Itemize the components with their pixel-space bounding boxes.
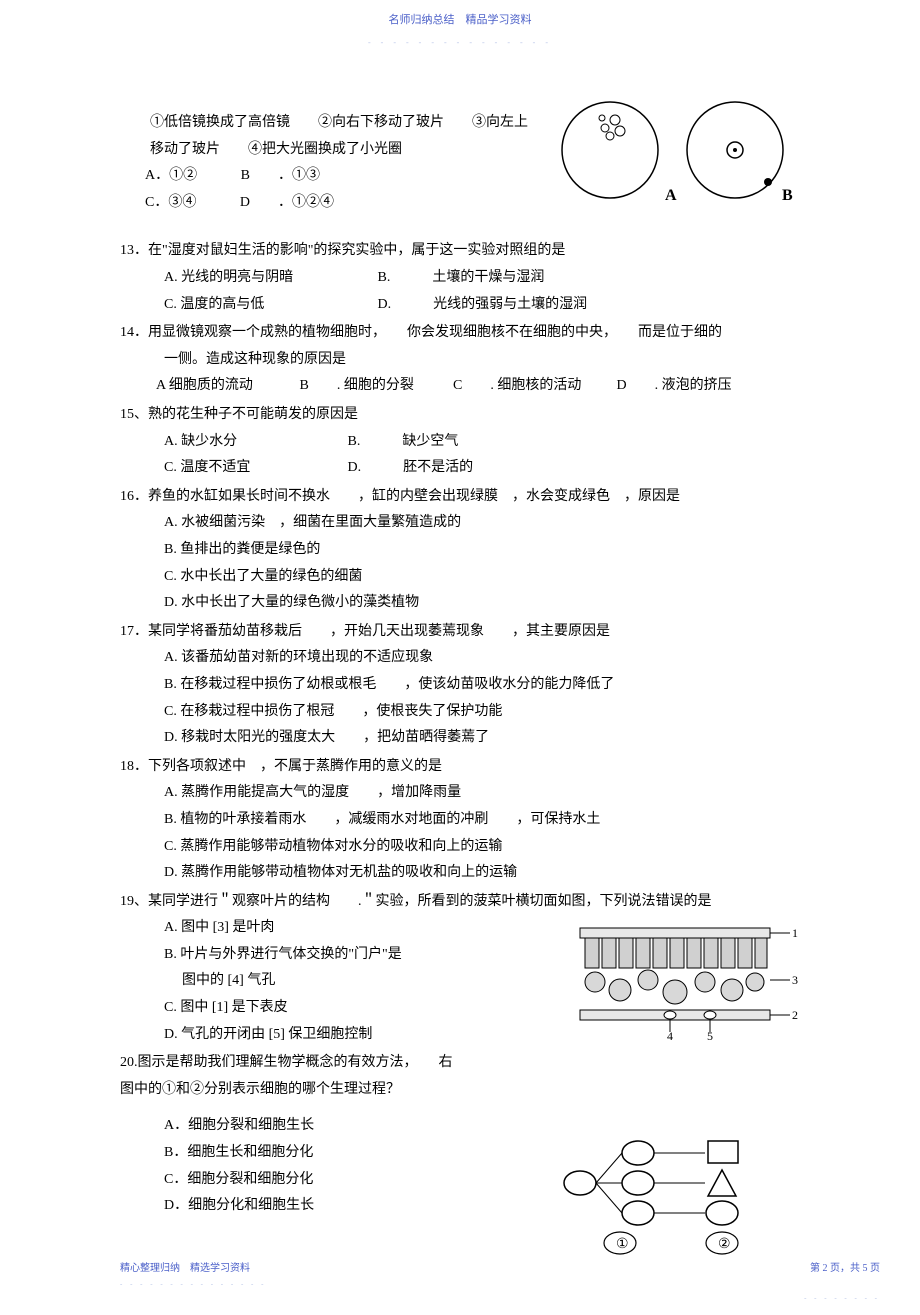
q20-stem2: 图中的①和②分别表示细胞的哪个生理过程？ xyxy=(120,1077,800,1104)
header-text: 名师归纳总结 精品学习资料 xyxy=(389,14,532,26)
q15-num: 15、 xyxy=(120,407,148,422)
q19-label-4: 4 xyxy=(667,1029,673,1040)
q15-opt-b: B. 缺少空气 xyxy=(348,434,459,449)
q16-opt-b: B. 鱼排出的粪便是绿色的 xyxy=(120,537,800,564)
footer-right-text: 第 2 页，共 5 页 xyxy=(810,1259,880,1278)
footer-left-text: 精心整理归纳 精选学习资料 xyxy=(120,1259,250,1278)
q20-label-1: ① xyxy=(616,1237,629,1252)
q17-num: 17． xyxy=(120,624,148,639)
q13-opt-c: C. 温度的高与低 xyxy=(164,292,374,319)
q12-opt-b: B ．①③ xyxy=(241,168,320,183)
q15-row2: C. 温度不适宜 D. 胚不是活的 xyxy=(120,455,800,482)
q19-label-2: 2 xyxy=(792,1008,798,1022)
q15-opt-c: C. 温度不适宜 xyxy=(164,455,344,482)
q17-opt-d: D. 移栽时太阳光的强度太大 ，把幼苗晒得萎蔫了 xyxy=(120,725,800,752)
q16-num: 16． xyxy=(120,489,148,504)
q14-opt-c: C . 细胞核的活动 xyxy=(453,373,613,400)
q14-opt-a: A 细胞质的流动 xyxy=(156,373,296,400)
q19-diagram: 1 3 2 4 5 xyxy=(570,920,800,1040)
diagram-label-b: B xyxy=(782,187,793,204)
q18: 18．下列各项叙述中 ，不属于蒸腾作用的意义的是 A. 蒸腾作用能提高大气的湿度… xyxy=(120,754,800,887)
q13: 13．在"湿度对鼠妇生活的影响"的探究实验中，属于这一实验对照组的是 A. 光线… xyxy=(120,238,800,318)
q18-opt-a: A. 蒸腾作用能提高大气的湿度 ，增加降雨量 xyxy=(120,780,800,807)
header-dots: - - - - - - - - - - - - - - - xyxy=(120,35,800,50)
q18-opt-b: B. 植物的叶承接着雨水 ，减缓雨水对地面的冲刷 ，可保持水土 xyxy=(120,807,800,834)
q17-opt-c: C. 在移栽过程中损伤了根冠 ，使根丧失了保护功能 xyxy=(120,699,800,726)
q15-opt-a: A. 缺少水分 xyxy=(164,429,344,456)
footer-dots-right: - - - - - - - - xyxy=(804,1292,880,1305)
q13-opt-b: B. 土壤的干燥与湿润 xyxy=(378,270,545,285)
q20-stem: 图示是帮助我们理解生物学概念的有效方法， 右 xyxy=(138,1055,453,1070)
q14-opt-d: D . 液泡的挤压 xyxy=(617,378,732,393)
q20-diagram: ① ② xyxy=(550,1108,800,1258)
page-container: 名师归纳总结 精品学习资料 - - - - - - - - - - - - - … xyxy=(0,0,920,1315)
q19-num: 19、 xyxy=(120,894,148,909)
spacer xyxy=(120,216,800,236)
q20: 20.图示是帮助我们理解生物学概念的有效方法， 右 图中的①和②分别表示细胞的哪… xyxy=(120,1050,800,1220)
q15-row1: A. 缺少水分 B. 缺少空气 xyxy=(120,429,800,456)
q20-num: 20. xyxy=(120,1055,138,1070)
q13-stem: 在"湿度对鼠妇生活的影响"的探究实验中，属于这一实验对照组的是 xyxy=(148,243,565,258)
q12-diagram: A B xyxy=(550,100,800,210)
diagram-label-a: A xyxy=(665,187,677,204)
q20-label-2: ② xyxy=(718,1237,731,1252)
q13-row1: A. 光线的明亮与阴暗 B. 土壤的干燥与湿润 xyxy=(120,265,800,292)
q16-opt-a: A. 水被细菌污染 ，细菌在里面大量繁殖造成的 xyxy=(120,510,800,537)
q14-stem2: 一侧。造成这种现象的原因是 xyxy=(120,347,800,374)
q14-options: A 细胞质的流动 B . 细胞的分裂 C . 细胞核的活动 D . 液泡的挤压 xyxy=(120,373,800,400)
q13-num: 13． xyxy=(120,243,148,258)
page-footer: 精心整理归纳 精选学习资料 第 2 页，共 5 页 - - - - - - - … xyxy=(120,1259,880,1305)
q14-opt-b: B . 细胞的分裂 xyxy=(300,373,450,400)
q18-opt-d: D. 蒸腾作用能够带动植物体对无机盐的吸收和向上的运输 xyxy=(120,860,800,887)
footer-dots-left: - - - - - - - - - - - - - - - xyxy=(120,1278,266,1291)
q18-num: 18． xyxy=(120,759,148,774)
q18-stem: 下列各项叙述中 ，不属于蒸腾作用的意义的是 xyxy=(148,759,442,774)
q13-row2: C. 温度的高与低 D. 光线的强弱与土壤的湿润 xyxy=(120,292,800,319)
q15: 15、熟的花生种子不可能萌发的原因是 A. 缺少水分 B. 缺少空气 C. 温度… xyxy=(120,402,800,482)
page-header: 名师归纳总结 精品学习资料 xyxy=(120,10,800,31)
q14: 14．用显微镜观察一个成熟的植物细胞时， 你会发现细胞核不在细胞的中央， 而是位… xyxy=(120,320,800,400)
microscope-field-svg: A B xyxy=(550,100,800,210)
q19-label-5: 5 xyxy=(707,1029,713,1040)
q16-stem: 养鱼的水缸如果长时间不换水 ，缸的内壁会出现绿膜 ，水会变成绿色 ，原因是 xyxy=(148,489,680,504)
q18-opt-c: C. 蒸腾作用能够带动植物体对水分的吸收和向上的运输 xyxy=(120,834,800,861)
q12-opt-a: A．①② xyxy=(145,168,197,183)
q17-opt-b: B. 在移栽过程中损伤了幼根或根毛 ，使该幼苗吸收水分的能力降低了 xyxy=(120,672,800,699)
q13-opt-d: D. 光线的强弱与土壤的湿润 xyxy=(378,297,588,312)
q15-stem: 熟的花生种子不可能萌发的原因是 xyxy=(148,407,358,422)
leaf-cross-section-svg: 1 3 2 4 5 xyxy=(570,920,800,1040)
q12-opt-c: C．③④ xyxy=(145,195,196,210)
q17-opt-a: A. 该番茄幼苗对新的环境出现的不适应现象 xyxy=(120,645,800,672)
q13-opt-a: A. 光线的明亮与阴暗 xyxy=(164,265,374,292)
q19: 19、某同学进行＂观察叶片的结构 .＂实验，所看到的菠菜叶横切面如图，下列说法错… xyxy=(120,889,800,1049)
q15-opt-d: D. 胚不是活的 xyxy=(348,460,474,475)
q14-num: 14． xyxy=(120,325,148,340)
q17-stem: 某同学将番茄幼苗移栽后 ，开始几天出现萎蔫现象 ，其主要原因是 xyxy=(148,624,610,639)
q17: 17．某同学将番茄幼苗移栽后 ，开始几天出现萎蔫现象 ，其主要原因是 A. 该番… xyxy=(120,619,800,752)
q19-label-1: 1 xyxy=(792,926,798,940)
q16-opt-d: D. 水中长出了大量的绿色微小的藻类植物 xyxy=(120,590,800,617)
q19-stem: 某同学进行＂观察叶片的结构 .＂实验，所看到的菠菜叶横切面如图，下列说法错误的是 xyxy=(148,894,712,909)
q19-label-3: 3 xyxy=(792,973,798,987)
q16-opt-c: C. 水中长出了大量的绿色的细菌 xyxy=(120,564,800,591)
cell-process-svg: ① ② xyxy=(550,1108,800,1258)
q16: 16．养鱼的水缸如果长时间不换水 ，缸的内壁会出现绿膜 ，水会变成绿色 ，原因是… xyxy=(120,484,800,617)
q14-stem: 用显微镜观察一个成熟的植物细胞时， 你会发现细胞核不在细胞的中央， 而是位于细的 xyxy=(148,325,722,340)
q12-opt-d: D ．①②④ xyxy=(240,195,334,210)
